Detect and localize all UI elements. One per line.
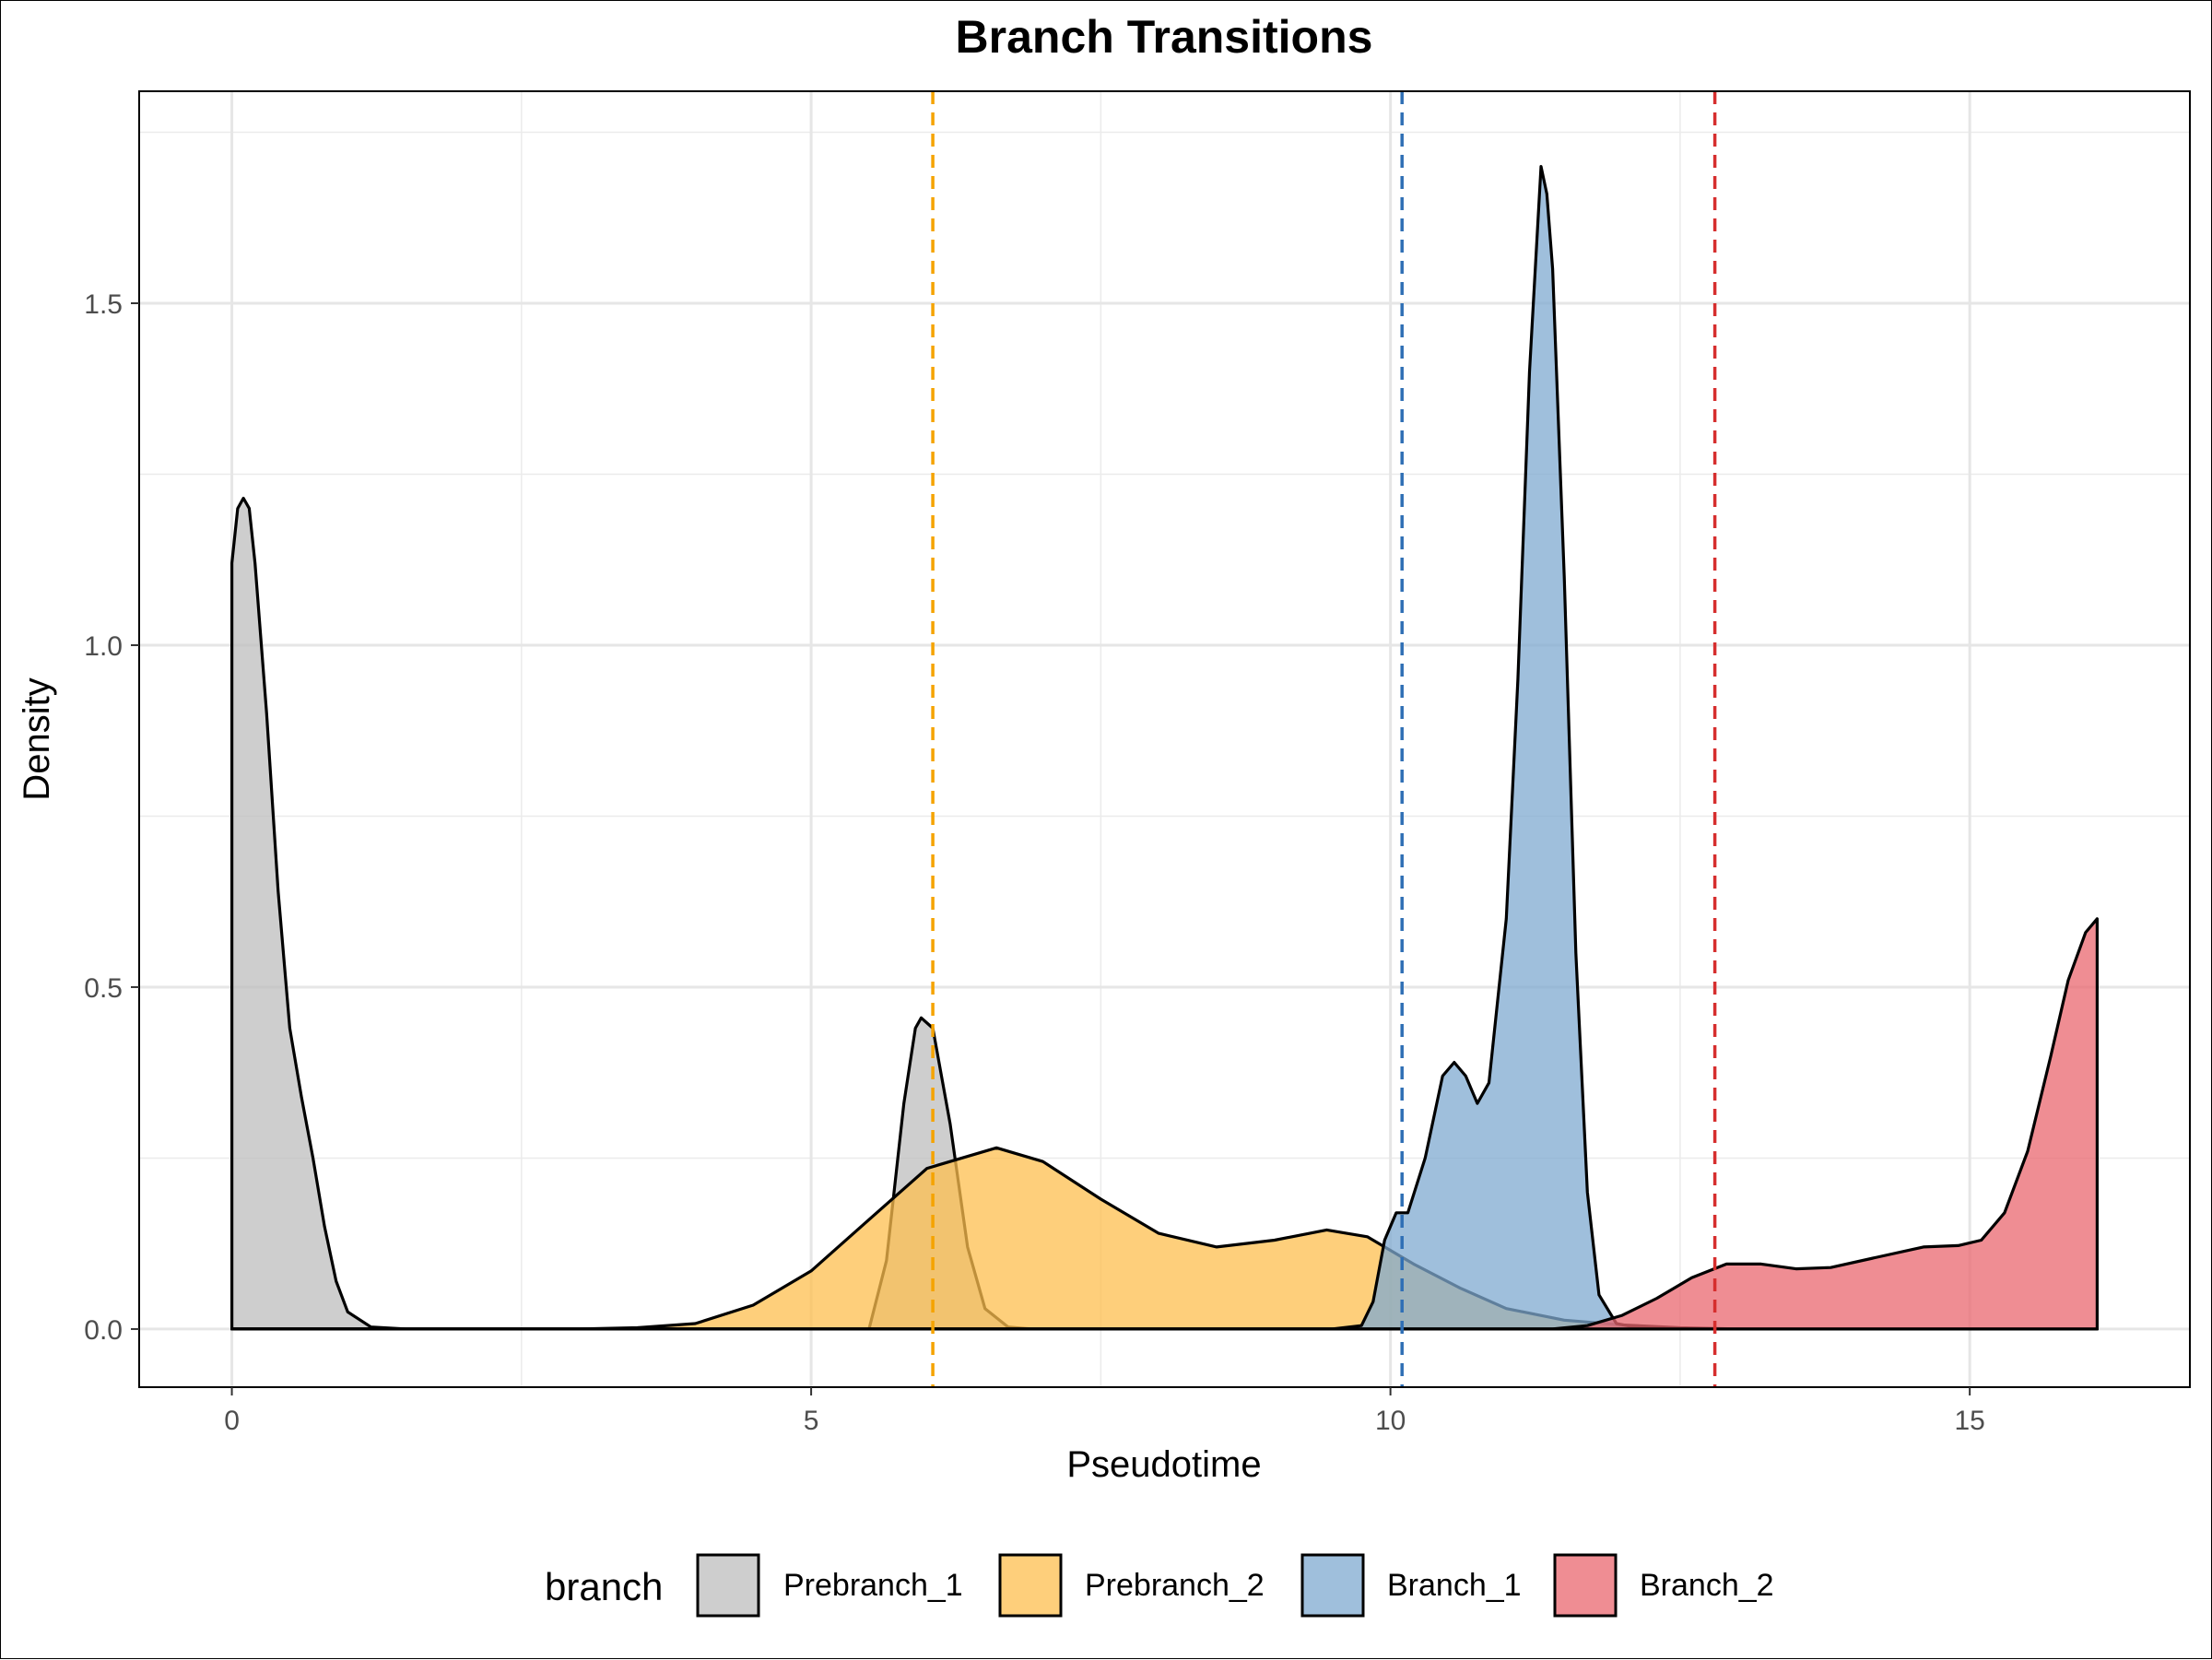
x-axis: 0 5 10 15	[224, 1387, 1985, 1436]
legend-key-prebranch-2	[998, 1553, 1063, 1618]
legend-label-branch-1: Branch_1	[1387, 1568, 1522, 1603]
grid-layer	[139, 91, 2190, 1387]
x-tick-label: 0	[224, 1406, 240, 1436]
density-area-branch-2	[230, 917, 2099, 1331]
x-tick-label: 10	[1375, 1406, 1406, 1436]
series-layer	[230, 165, 2099, 1331]
y-tick-label: 0.5	[84, 973, 123, 1004]
x-axis-label: Pseudotime	[1066, 1444, 1261, 1485]
legend-label-prebranch-2: Prebranch_2	[1085, 1568, 1265, 1603]
density-area-prebranch-1	[230, 496, 2099, 1331]
y-tick-label: 0.0	[84, 1315, 123, 1346]
legend-key-branch-1	[1300, 1553, 1365, 1618]
y-axis: 0.0 0.5 1.0 1.5	[84, 289, 139, 1346]
y-axis-label: Density	[17, 677, 57, 800]
plot-border	[138, 90, 2191, 1388]
legend-item-branch-1: Branch_1	[1300, 1553, 1522, 1618]
legend-item-prebranch-1: Prebranch_1	[696, 1553, 963, 1618]
y-tick-label: 1.0	[84, 631, 123, 662]
legend-label-branch-2: Branch_2	[1640, 1568, 1774, 1603]
legend-label-prebranch-1: Prebranch_1	[783, 1568, 963, 1603]
chart-title: Branch Transitions	[956, 11, 1373, 63]
legend-item-prebranch-2: Prebranch_2	[998, 1553, 1265, 1618]
x-tick-label: 15	[1954, 1406, 1984, 1436]
legend-key-branch-2	[1553, 1553, 1618, 1618]
density-area-branch-1	[230, 165, 2099, 1331]
legend: branch Prebranch_1 Prebranch_2 Branch_1 …	[545, 1553, 1774, 1618]
vline-layer	[931, 91, 1717, 1387]
legend-title: branch	[545, 1565, 663, 1608]
legend-key-prebranch-1	[696, 1553, 760, 1618]
y-tick-label: 1.5	[84, 289, 123, 320]
legend-item-branch-2: Branch_2	[1553, 1553, 1774, 1618]
x-tick-label: 5	[804, 1406, 819, 1436]
